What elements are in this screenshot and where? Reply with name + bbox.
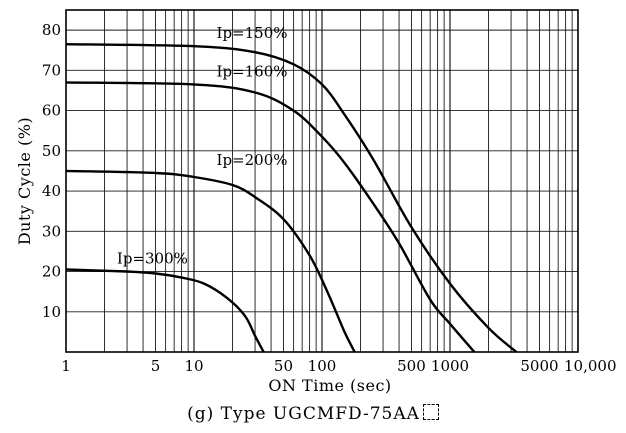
x-tick-label: 5 [151, 357, 161, 375]
chart-title: (g) Type UGCMFD-75AA [187, 404, 420, 424]
series-line [65, 81, 476, 353]
curve-layer [65, 43, 518, 353]
grid-layer [66, 10, 578, 352]
series-label: Ip=150% [217, 24, 288, 42]
x-tick-label: 10 [184, 357, 203, 375]
duty-cycle-chart: 10 20 30 40 50 60 70 80 1 5 10 50 100 500 1000 5000 10,0… [15, 9, 617, 395]
y-tick-label: 50 [42, 142, 61, 160]
x-tick-label: 500 [397, 357, 426, 375]
x-tick-label: 10,000 [564, 357, 617, 375]
x-tick-label: 5000 [520, 357, 558, 375]
series-label: Ip=300% [117, 249, 188, 267]
y-tick-label: 40 [42, 182, 61, 200]
series-line [65, 43, 518, 353]
x-tick-label: 1 [61, 357, 71, 375]
x-tick-label: 100 [308, 357, 337, 375]
series-label: Ip=160% [217, 62, 288, 80]
chart-caption: (g) Type UGCMFD-75AA [0, 404, 626, 424]
y-tick-label: 20 [42, 263, 61, 281]
series-line [65, 268, 265, 353]
y-tick-label: 10 [42, 303, 61, 321]
x-tick-label: 1000 [431, 357, 469, 375]
series-label: Ip=200% [217, 151, 288, 169]
plot-frame [65, 9, 579, 353]
y-tick-label: 30 [42, 222, 61, 240]
dashed-box-icon [422, 404, 439, 420]
x-axis-title: ON Time (sec) [268, 376, 391, 395]
y-axis-title: Duty Cycle (%) [15, 117, 34, 245]
series-line [65, 169, 356, 353]
y-tick-label: 80 [42, 21, 61, 39]
x-tick-label: 50 [274, 357, 293, 375]
label-layer: 10 20 30 40 50 60 70 80 1 5 10 50 100 500 1000 5000 10,0… [42, 21, 617, 375]
y-tick-label: 70 [42, 61, 61, 79]
y-tick-label: 60 [42, 102, 61, 120]
